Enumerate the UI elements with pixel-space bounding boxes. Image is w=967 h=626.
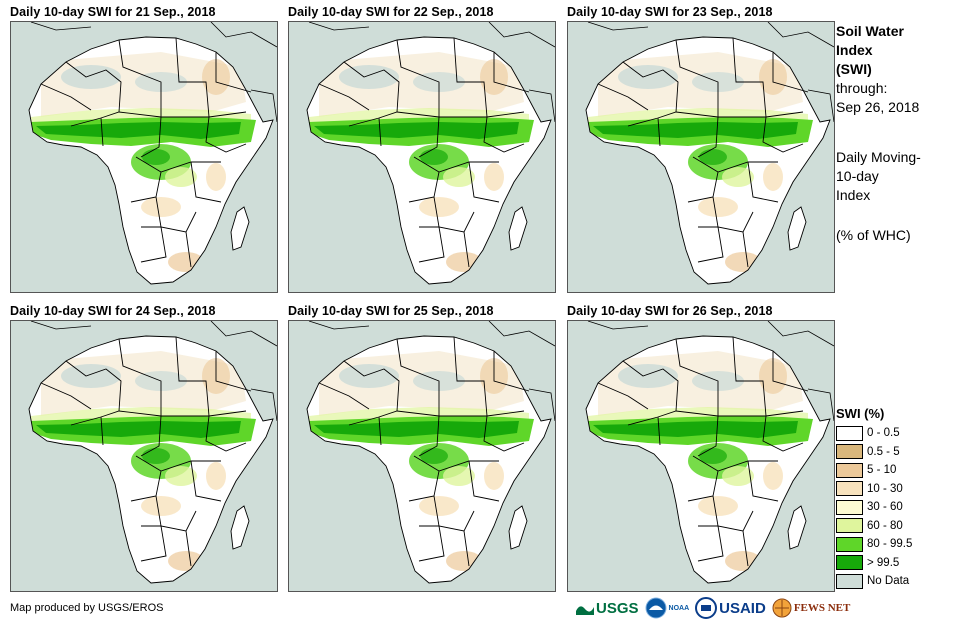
panel-title: Daily 10-day SWI for 22 Sep., 2018 xyxy=(288,5,494,19)
map-panel-21-sep: Daily 10-day SWI for 21 Sep., 2018 xyxy=(10,5,288,295)
usgs-wave-icon xyxy=(576,606,594,615)
legend-swatch xyxy=(836,518,863,534)
map-panel-24-sep: Daily 10-day SWI for 24 Sep., 2018 xyxy=(10,304,288,594)
map-panel-25-sep: Daily 10-day SWI for 25 Sep., 2018 xyxy=(288,304,566,594)
legend-item: 10 - 30 xyxy=(836,480,961,499)
credit-text: Map produced by USGS/EROS xyxy=(10,602,164,614)
panel-title: Daily 10-day SWI for 23 Sep., 2018 xyxy=(567,5,773,19)
usgs-logo: USGS xyxy=(576,600,639,617)
legend: SWI (%) 0 - 0.5 0.5 - 5 5 - 10 10 - 30 30 - … xyxy=(836,406,961,591)
legend-swatch xyxy=(836,555,863,571)
swi-map xyxy=(10,21,278,293)
swi-map xyxy=(567,21,835,293)
legend-swatch xyxy=(836,444,863,460)
through-label: through: xyxy=(836,80,888,96)
legend-label: 60 - 80 xyxy=(867,519,903,532)
legend-label: 80 - 99.5 xyxy=(867,538,913,551)
legend-item: 0 - 0.5 xyxy=(836,424,961,443)
usaid-seal-icon xyxy=(695,597,718,619)
map-panel-26-sep: Daily 10-day SWI for 26 Sep., 2018 xyxy=(567,304,845,594)
legend-label: 0 - 0.5 xyxy=(867,427,900,440)
legend-label: 5 - 10 xyxy=(867,464,897,477)
fewsnet-globe-icon xyxy=(772,598,792,618)
legend-swatch xyxy=(836,462,863,478)
through-date: Sep 26, 2018 xyxy=(836,99,920,115)
swi-map xyxy=(567,320,835,592)
legend-swatch xyxy=(836,499,863,515)
legend-swatch xyxy=(836,425,863,441)
legend-swatch xyxy=(836,573,863,589)
legend-item: 80 - 99.5 xyxy=(836,535,961,554)
units-label: (% of WHC) xyxy=(836,227,911,243)
legend-label: No Data xyxy=(867,575,910,588)
legend-item: 5 - 10 xyxy=(836,461,961,480)
desc-line: Index xyxy=(836,187,871,203)
legend-swatch xyxy=(836,536,863,552)
legend-item: 60 - 80 xyxy=(836,517,961,536)
panel-title: Daily 10-day SWI for 26 Sep., 2018 xyxy=(567,304,773,318)
map-panel-23-sep: Daily 10-day SWI for 23 Sep., 2018 xyxy=(567,5,845,295)
legend-label: 30 - 60 xyxy=(867,501,903,514)
swi-map xyxy=(288,21,556,293)
panel-title: Daily 10-day SWI for 21 Sep., 2018 xyxy=(10,5,216,19)
legend-item: No Data xyxy=(836,572,961,591)
title-line: Soil Water xyxy=(836,23,904,39)
noaa-seal-icon xyxy=(645,597,667,619)
fewsnet-logo: FEWS NET xyxy=(772,598,850,618)
legend-label: 10 - 30 xyxy=(867,482,903,495)
usaid-logo: USAID xyxy=(695,597,766,619)
legend-swatch xyxy=(836,481,863,497)
title-line: Index xyxy=(836,42,873,58)
swi-map xyxy=(288,320,556,592)
legend-label: 0.5 - 5 xyxy=(867,445,900,458)
title-line: (SWI) xyxy=(836,61,872,77)
map-panel-22-sep: Daily 10-day SWI for 22 Sep., 2018 xyxy=(288,5,566,295)
swi-map xyxy=(10,320,278,592)
legend-item: 0.5 - 5 xyxy=(836,443,961,462)
legend-item: > 99.5 xyxy=(836,554,961,573)
desc-line: Daily Moving- xyxy=(836,149,921,165)
legend-label: > 99.5 xyxy=(867,556,900,569)
panel-title: Daily 10-day SWI for 25 Sep., 2018 xyxy=(288,304,494,318)
logo-bar: USGS NOAA USAID FEWS NET xyxy=(576,594,850,622)
noaa-logo: NOAA xyxy=(645,597,689,619)
legend-title: SWI (%) xyxy=(836,406,885,421)
legend-item: 30 - 60 xyxy=(836,498,961,517)
desc-line: 10-day xyxy=(836,168,879,184)
panel-title: Daily 10-day SWI for 24 Sep., 2018 xyxy=(10,304,216,318)
map-description: Soil Water Index (SWI) through: Sep 26, … xyxy=(836,22,961,245)
